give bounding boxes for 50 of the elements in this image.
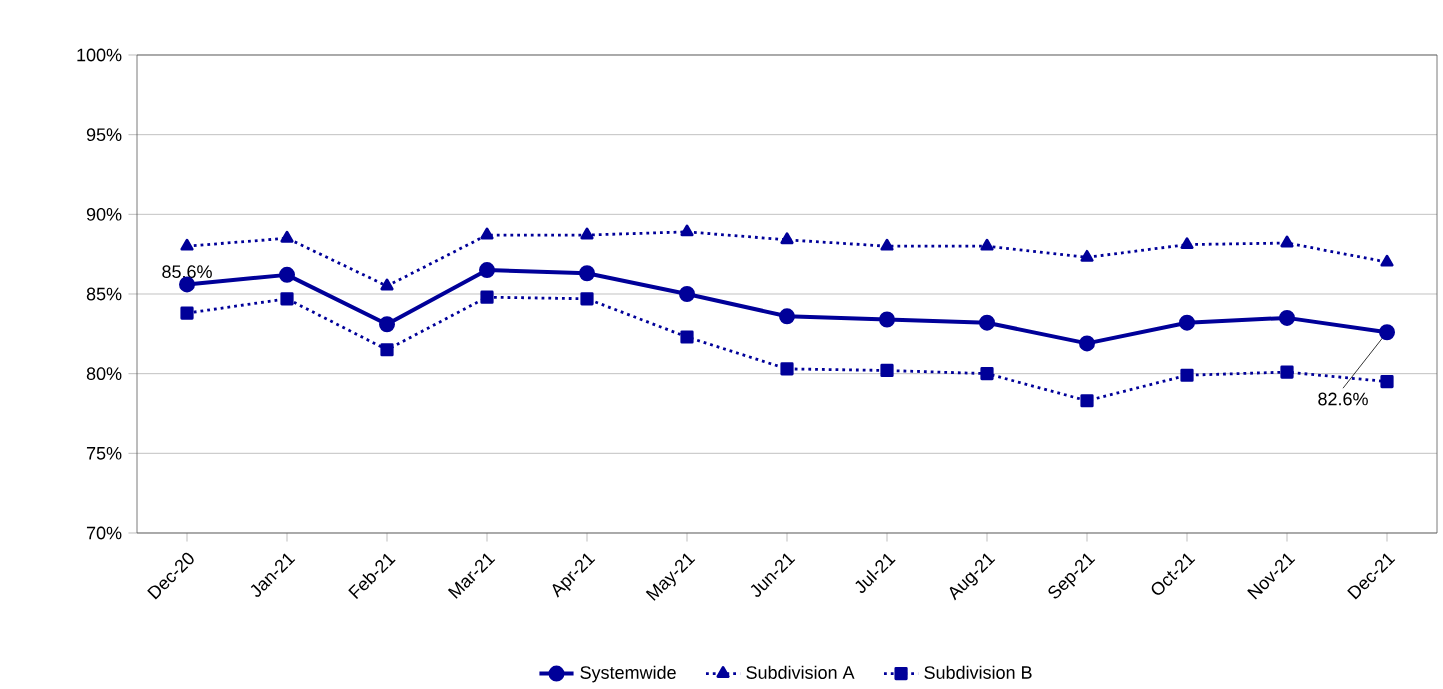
point: [580, 291, 594, 306]
point: [280, 230, 294, 243]
point: [1379, 324, 1396, 341]
point: [480, 290, 494, 304]
point: [880, 238, 894, 251]
legend-label: Systemwide: [580, 665, 676, 683]
point: [379, 316, 396, 333]
y-tick-label: 70%: [86, 526, 122, 540]
point: [680, 330, 694, 344]
point: [579, 265, 596, 282]
point: [980, 238, 994, 251]
point: [1380, 374, 1394, 389]
point: [380, 278, 394, 291]
point: [180, 238, 194, 251]
point: [380, 342, 394, 357]
point: [779, 308, 796, 325]
point: [780, 362, 794, 376]
annotation: 85.6%: [162, 265, 212, 278]
point: [780, 232, 794, 245]
y-tick-label: 95%: [86, 128, 122, 141]
point: [979, 314, 996, 331]
point: [279, 266, 296, 283]
point: [880, 363, 894, 377]
point: [1180, 368, 1194, 382]
y-tick-label: 80%: [86, 367, 122, 380]
point: [680, 224, 694, 237]
point: [480, 227, 494, 240]
y-tick-label: 90%: [86, 207, 122, 221]
point: [879, 311, 896, 328]
point: [1180, 237, 1194, 249]
point: [180, 306, 194, 320]
point: [1079, 335, 1096, 352]
point: [1080, 249, 1094, 262]
point: [1080, 393, 1094, 408]
point: [980, 366, 994, 381]
y-tick-label: 75%: [86, 446, 122, 460]
point: [1380, 254, 1394, 267]
point: [280, 291, 294, 306]
legend-label: Subdivision A: [746, 665, 855, 679]
point: [679, 285, 696, 302]
legend-label: Subdivision B: [924, 665, 1032, 679]
y-tick-label: 100%: [77, 48, 122, 62]
point: [1280, 235, 1294, 248]
point: [1179, 314, 1196, 331]
point: [479, 261, 496, 278]
y-tick-label: 85%: [86, 287, 122, 301]
annotation: 82.6%: [1318, 392, 1368, 406]
point: [580, 227, 594, 240]
point: [1280, 365, 1294, 379]
point: [1279, 309, 1296, 326]
